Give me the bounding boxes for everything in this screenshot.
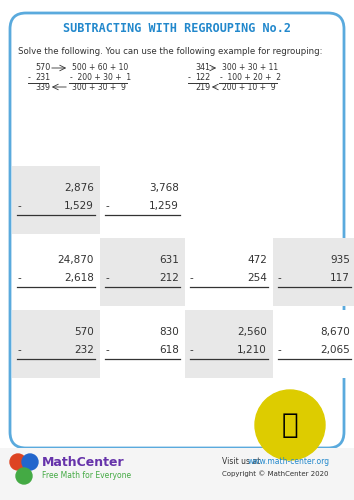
Text: -: - (190, 345, 194, 355)
Bar (185, 310, 273, 378)
Text: 2,876: 2,876 (64, 183, 94, 193)
Bar (273, 310, 354, 378)
Text: -  200 + 30 +  1: - 200 + 30 + 1 (70, 74, 131, 82)
Text: -: - (190, 273, 194, 283)
Text: 117: 117 (330, 273, 350, 283)
Text: -: - (105, 201, 109, 211)
Text: -: - (278, 345, 282, 355)
Text: 300 + 30 + 11: 300 + 30 + 11 (222, 64, 278, 72)
Text: Copyright © MathCenter 2020: Copyright © MathCenter 2020 (222, 470, 329, 478)
Text: 👾: 👾 (282, 411, 298, 439)
Text: 341: 341 (195, 64, 210, 72)
Text: 219: 219 (195, 82, 210, 92)
Text: -  100 + 20 +  2: - 100 + 20 + 2 (220, 74, 281, 82)
Text: 232: 232 (74, 345, 94, 355)
Text: MathCenter: MathCenter (42, 456, 125, 468)
Text: -: - (17, 201, 21, 211)
Text: 122: 122 (195, 74, 210, 82)
Text: 2,618: 2,618 (64, 273, 94, 283)
Bar (185, 238, 273, 306)
Bar (273, 238, 354, 306)
Text: -: - (17, 345, 21, 355)
Text: 570: 570 (74, 327, 94, 337)
Bar (100, 166, 185, 234)
Text: 570: 570 (35, 64, 50, 72)
Text: Visit us at: Visit us at (222, 458, 263, 466)
Text: -: - (105, 345, 109, 355)
Text: -: - (278, 273, 282, 283)
Circle shape (255, 390, 325, 460)
Text: 2,065: 2,065 (320, 345, 350, 355)
Bar (12, 310, 100, 378)
Bar (0, 448, 354, 500)
FancyBboxPatch shape (10, 13, 344, 448)
Text: 212: 212 (159, 273, 179, 283)
Text: Solve the following. You can use the following example for regrouping:: Solve the following. You can use the fol… (18, 48, 322, 56)
Text: 1,259: 1,259 (149, 201, 179, 211)
Text: 1,529: 1,529 (64, 201, 94, 211)
Circle shape (10, 454, 26, 470)
Text: 631: 631 (159, 255, 179, 265)
Text: 3,768: 3,768 (149, 183, 179, 193)
Text: 8,670: 8,670 (320, 327, 350, 337)
Text: -: - (17, 273, 21, 283)
Text: SUBTRACTING WITH REGROUPING No.2: SUBTRACTING WITH REGROUPING No.2 (63, 22, 291, 35)
Text: www.math-center.org: www.math-center.org (248, 458, 330, 466)
Bar (12, 166, 100, 234)
Text: 472: 472 (247, 255, 267, 265)
Circle shape (16, 468, 32, 484)
Text: -: - (28, 74, 31, 82)
Text: 935: 935 (330, 255, 350, 265)
Text: 24,870: 24,870 (58, 255, 94, 265)
Text: 500 + 60 + 10: 500 + 60 + 10 (72, 64, 128, 72)
Text: 618: 618 (159, 345, 179, 355)
Bar (100, 310, 185, 378)
Text: 1,210: 1,210 (237, 345, 267, 355)
Text: 2,560: 2,560 (237, 327, 267, 337)
Circle shape (22, 454, 38, 470)
Text: 254: 254 (247, 273, 267, 283)
Text: 300 + 30 +  9: 300 + 30 + 9 (72, 82, 126, 92)
Bar (100, 238, 185, 306)
Text: 339: 339 (35, 82, 50, 92)
Text: 200 + 10 +  9: 200 + 10 + 9 (222, 82, 276, 92)
Text: 830: 830 (159, 327, 179, 337)
Text: Free Math for Everyone: Free Math for Everyone (42, 472, 131, 480)
Text: -: - (188, 74, 191, 82)
Bar (12, 238, 100, 306)
Text: 231: 231 (35, 74, 50, 82)
Text: -: - (105, 273, 109, 283)
